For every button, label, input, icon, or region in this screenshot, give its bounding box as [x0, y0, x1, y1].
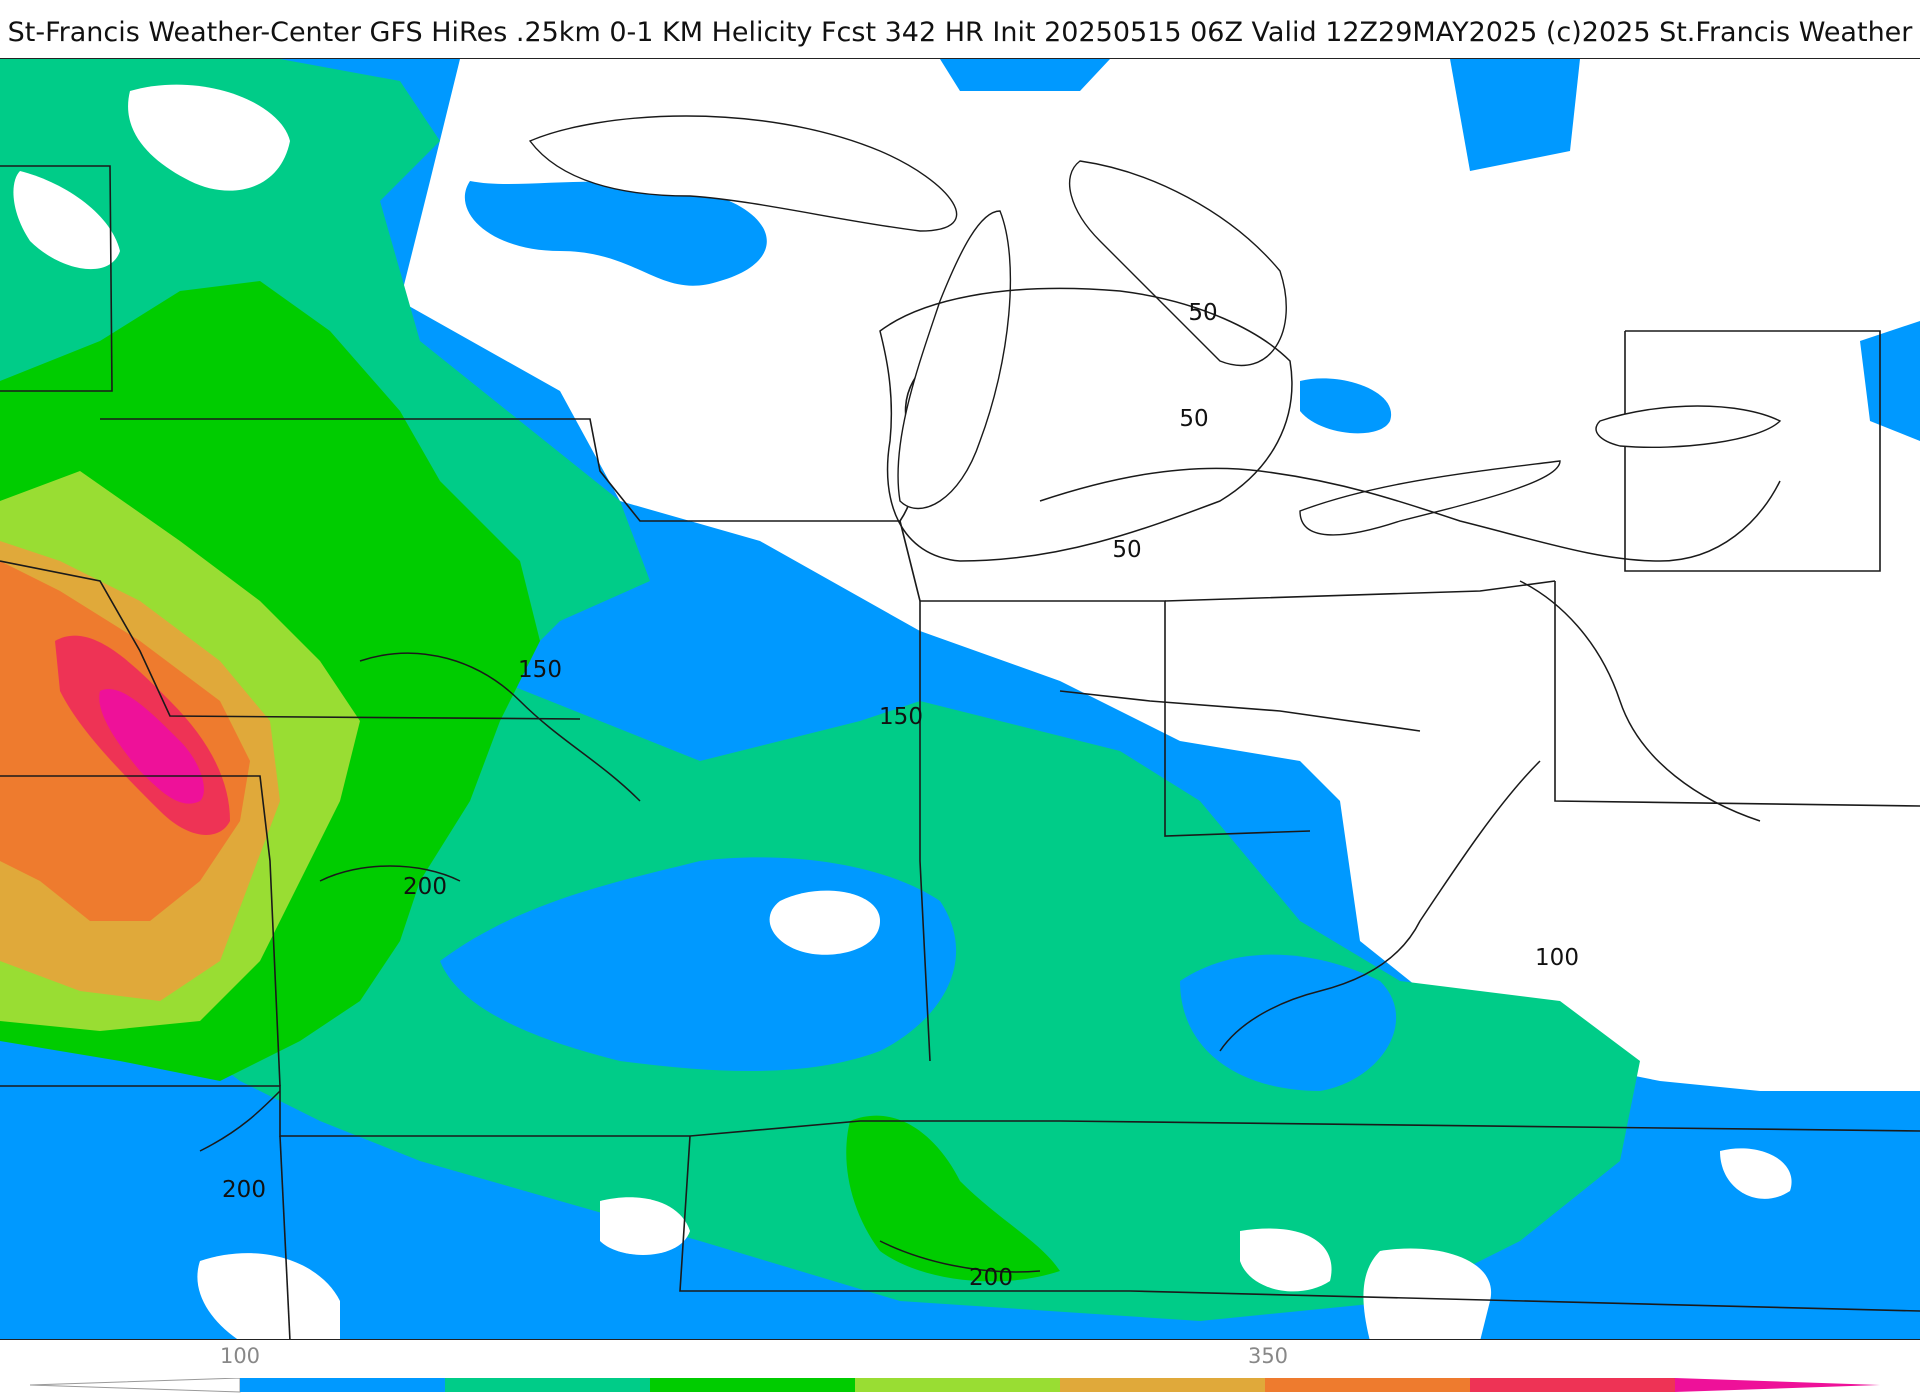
band-100-blue-ne [1450, 59, 1580, 171]
contour-label: 50 [1112, 537, 1141, 563]
legend-tick-label: 100 [219, 1344, 261, 1368]
contour-label: 200 [222, 1177, 266, 1203]
lake-superior [528, 115, 958, 232]
chart-title: St-Francis Weather-Center GFS HiRes .25k… [7, 17, 1913, 48]
contour-label: 100 [1535, 945, 1579, 971]
colorbar-segment [445, 1378, 650, 1392]
band-low-white-4 [1720, 1148, 1792, 1199]
band-low-white-7 [128, 84, 290, 191]
colorbar-segment [240, 1378, 445, 1392]
contour-label-group: 50 50 50 150 150 200 200 200 100 [222, 300, 1579, 1291]
band-low-white-5 [197, 1253, 340, 1339]
colorbar-segment [1265, 1378, 1470, 1392]
band-100-blue-wi [464, 181, 767, 286]
contour-label: 150 [518, 657, 562, 683]
lake-huron [1068, 160, 1287, 367]
contour-label: 200 [403, 874, 447, 900]
band-100-blue-e [1860, 321, 1920, 441]
band-200-green-s [846, 1115, 1060, 1282]
great-lakes [528, 115, 1782, 536]
colorbar [30, 1378, 1880, 1393]
band-low-white-2 [600, 1197, 690, 1255]
helicity-shading [0, 59, 1920, 1339]
band-100-blue-mi [1300, 378, 1392, 434]
band-low-white-3 [1240, 1228, 1332, 1292]
lake-erie [1299, 460, 1561, 536]
colorbar-segment [1470, 1378, 1675, 1392]
contour-lines [199, 287, 1781, 1273]
band-450-magenta [99, 689, 204, 804]
colorbar-segment [1675, 1378, 1880, 1392]
contour-label: 50 [1188, 300, 1217, 326]
legend-tick-label: 350 [1247, 1344, 1289, 1368]
band-low-white-6 [13, 171, 120, 270]
helicity-map[interactable]: 50 50 50 150 150 200 200 200 100 [0, 58, 1920, 1340]
lake-michigan [897, 210, 1012, 510]
contour-label: 50 [1179, 406, 1208, 432]
contour-label: 200 [969, 1265, 1013, 1291]
band-low-white-8 [1363, 1248, 1492, 1339]
color-legend: 100 350 [0, 1340, 1920, 1400]
band-100-blue-ne2 [940, 59, 1110, 91]
band-low-white-1 [769, 890, 880, 955]
colorbar-segment [1060, 1378, 1265, 1392]
lake-ontario [1595, 405, 1782, 448]
colorbar-segment [855, 1378, 1060, 1392]
band-100-blue-hole2 [1180, 954, 1397, 1091]
state-borders [0, 165, 1920, 1339]
contour-label: 150 [879, 704, 923, 730]
colorbar-under-wedge [30, 1378, 241, 1393]
colorbar-segment [650, 1378, 855, 1392]
